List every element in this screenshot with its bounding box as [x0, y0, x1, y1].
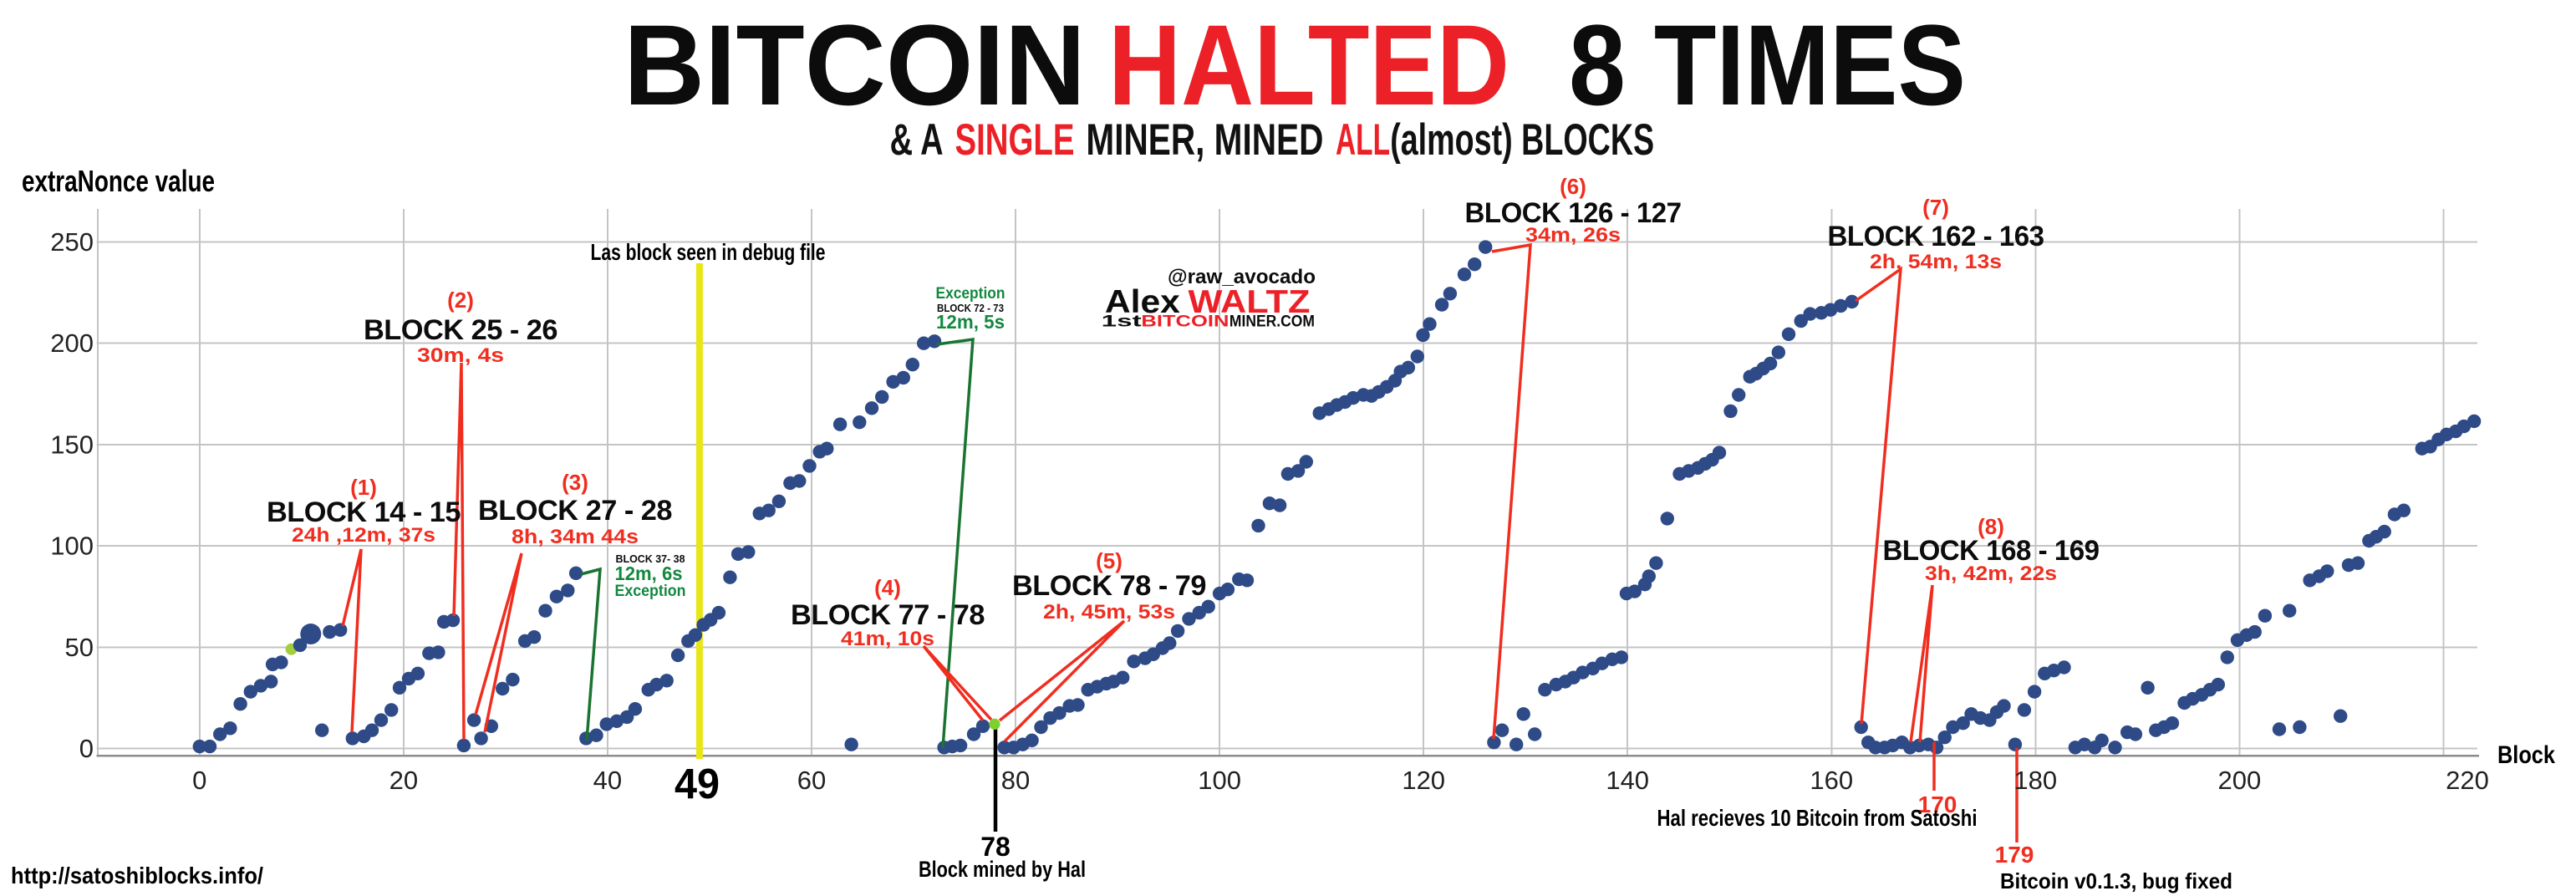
svg-text:Block mined by Hal: Block mined by Hal	[919, 857, 1086, 882]
svg-text:30m, 4s: 30m, 4s	[417, 344, 504, 367]
svg-text:8h, 34m 44s: 8h, 34m 44s	[512, 526, 639, 548]
svg-text:120: 120	[1402, 766, 1445, 795]
svg-text:12m, 6s: 12m, 6s	[615, 563, 683, 584]
svg-text:@raw_avocado: @raw_avocado	[1168, 266, 1316, 288]
svg-text:100: 100	[50, 532, 94, 561]
svg-text:8 TIMES: 8 TIMES	[1569, 2, 1966, 130]
svg-text:160: 160	[1810, 766, 1853, 795]
svg-text:0: 0	[192, 766, 206, 795]
svg-text:BLOCK 126 - 127: BLOCK 126 - 127	[1465, 197, 1682, 229]
svg-text:http://satoshiblocks.info/: http://satoshiblocks.info/	[11, 863, 263, 888]
svg-text:(almost) BLOCKS: (almost) BLOCKS	[1390, 115, 1654, 165]
svg-text:49: 49	[675, 760, 720, 807]
svg-text:40: 40	[593, 766, 622, 795]
svg-text:BLOCK 14 - 15: BLOCK 14 - 15	[267, 496, 461, 528]
svg-text:BLOCK 25 - 26: BLOCK 25 - 26	[364, 314, 557, 346]
svg-text:(8): (8)	[1978, 514, 2004, 539]
svg-text:BITCOIN: BITCOIN	[624, 2, 1086, 130]
svg-text:100: 100	[1198, 766, 1241, 795]
svg-text:ALL: ALL	[1336, 115, 1390, 165]
svg-text:220: 220	[2446, 766, 2489, 795]
svg-text:Las block seen in debug file: Las block seen in debug file	[591, 239, 826, 265]
svg-text:24h ,12m, 37s: 24h ,12m, 37s	[292, 524, 435, 547]
svg-text:BLOCK 27 - 28: BLOCK 27 - 28	[478, 495, 672, 527]
svg-text:0: 0	[79, 734, 94, 763]
svg-text:extraNonce value: extraNonce value	[22, 164, 215, 198]
svg-text:SINGLE: SINGLE	[955, 115, 1075, 165]
svg-text:HALTED: HALTED	[1108, 2, 1509, 130]
svg-text:2h, 45m, 53s: 2h, 45m, 53s	[1043, 601, 1175, 624]
svg-text:Exception: Exception	[615, 583, 686, 600]
svg-text:BLOCK 162 - 163: BLOCK 162 - 163	[1828, 221, 2044, 252]
svg-text:(3): (3)	[562, 470, 588, 495]
svg-text:140: 140	[1606, 766, 1649, 795]
svg-text:(1): (1)	[350, 475, 377, 500]
svg-text:Hal recieves 10 Bitcoin from S: Hal recieves 10 Bitcoin from Satoshi	[1657, 805, 1978, 831]
svg-text:(5): (5)	[1096, 548, 1123, 573]
svg-text:41m, 10s: 41m, 10s	[841, 628, 934, 650]
svg-text:150: 150	[50, 430, 94, 459]
svg-text:200: 200	[50, 328, 94, 358]
svg-text:BLOCK 77 - 78: BLOCK 77 - 78	[791, 599, 985, 631]
svg-text:170: 170	[1918, 792, 1957, 817]
svg-text:(6): (6)	[1560, 174, 1586, 199]
svg-text:2h, 54m, 13s: 2h, 54m, 13s	[1870, 251, 2002, 273]
svg-text:20: 20	[389, 766, 418, 795]
svg-text:200: 200	[2218, 766, 2262, 795]
svg-text:1st: 1st	[1102, 313, 1143, 331]
svg-text:60: 60	[797, 766, 826, 795]
svg-text:12m, 5s: 12m, 5s	[936, 311, 1005, 333]
svg-text:80: 80	[1001, 766, 1030, 795]
svg-text:(2): (2)	[447, 288, 474, 313]
svg-text:Block: Block	[2497, 741, 2555, 769]
svg-text:MINER, MINED: MINER, MINED	[1086, 115, 1323, 165]
svg-text:(7): (7)	[1922, 195, 1949, 220]
svg-text:180: 180	[2013, 766, 2057, 795]
svg-text:50: 50	[65, 633, 94, 662]
svg-text:3h, 42m, 22s: 3h, 42m, 22s	[1925, 563, 2057, 585]
svg-text:BLOCK 72 - 73: BLOCK 72 - 73	[937, 302, 1004, 314]
svg-text:250: 250	[50, 227, 94, 257]
svg-text:WALTZ: WALTZ	[1189, 284, 1311, 320]
svg-text:Exception: Exception	[936, 285, 1005, 303]
svg-text:& A: & A	[890, 115, 944, 165]
svg-text:34m, 26s: 34m, 26s	[1525, 224, 1621, 247]
svg-text:BITCOIN: BITCOIN	[1141, 313, 1229, 331]
svg-text:(4): (4)	[874, 575, 901, 600]
svg-text:179: 179	[1995, 842, 2034, 868]
svg-text:78: 78	[980, 832, 1011, 862]
svg-text:Alex: Alex	[1105, 284, 1180, 320]
svg-text:BLOCK 78 - 79: BLOCK 78 - 79	[1012, 570, 1206, 602]
svg-text:BLOCK 168 - 169: BLOCK 168 - 169	[1883, 535, 2100, 567]
svg-text:Bitcoin v0.1.3, bug fixed: Bitcoin v0.1.3, bug fixed	[2000, 868, 2232, 893]
svg-text:MINER.COM: MINER.COM	[1229, 313, 1315, 331]
svg-text:BLOCK 37- 38: BLOCK 37- 38	[616, 552, 685, 565]
